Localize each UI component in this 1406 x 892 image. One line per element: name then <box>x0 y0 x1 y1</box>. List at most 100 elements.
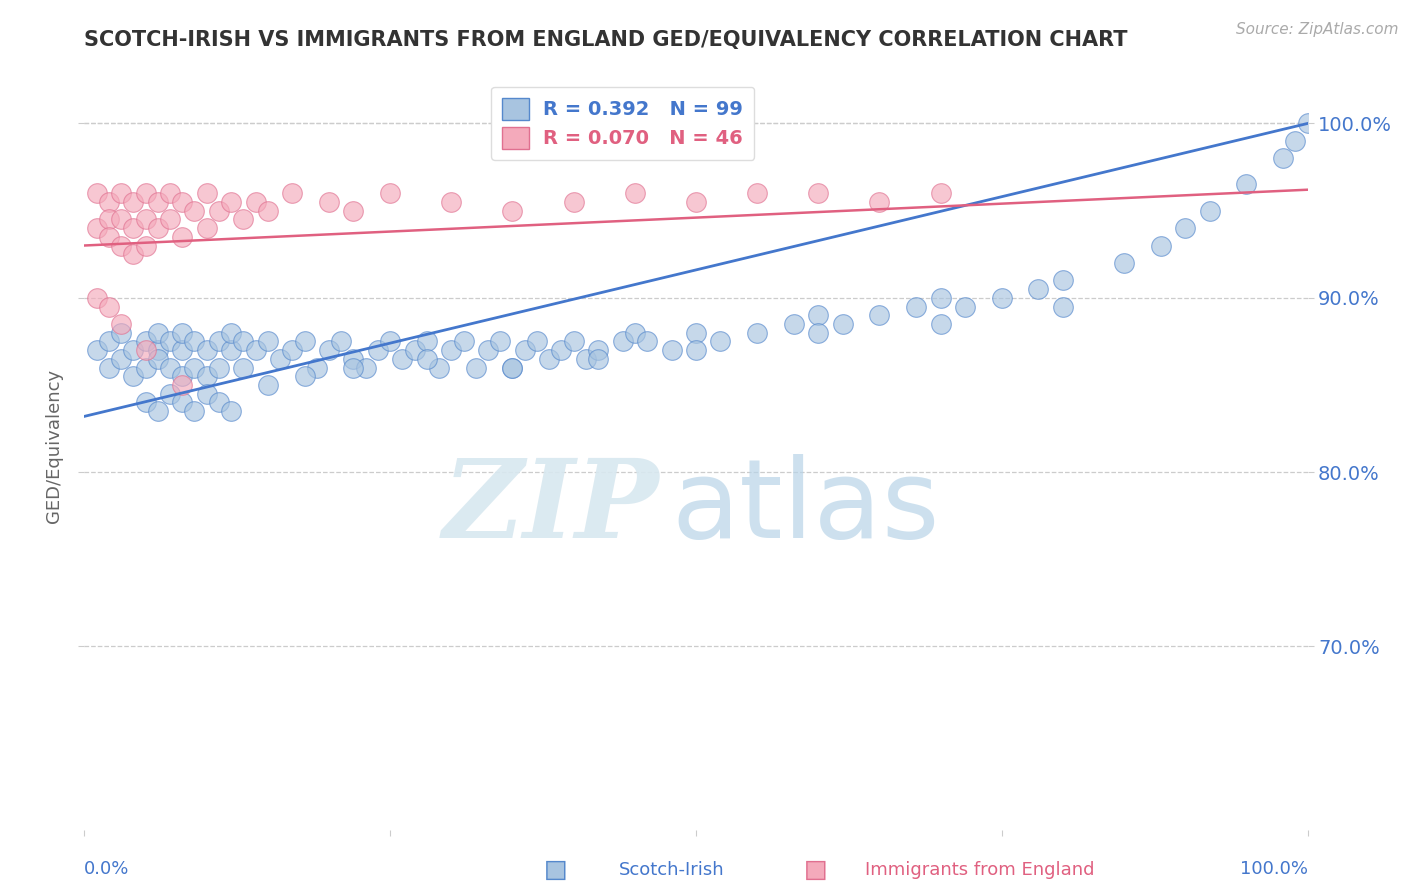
Point <box>195 186 218 201</box>
Point <box>807 308 830 322</box>
Point <box>1236 178 1258 192</box>
Point <box>122 247 145 261</box>
Point <box>219 194 242 209</box>
Point <box>562 334 585 349</box>
Point <box>502 360 524 375</box>
Point <box>562 194 585 209</box>
Point <box>269 351 291 366</box>
Point <box>159 334 181 349</box>
Legend: R = 0.392   N = 99, R = 0.070   N = 46: R = 0.392 N = 99, R = 0.070 N = 46 <box>491 87 754 160</box>
Point <box>86 291 108 305</box>
Point <box>502 203 524 218</box>
Point <box>110 351 132 366</box>
Point <box>183 404 205 418</box>
Point <box>208 203 231 218</box>
Point <box>219 404 242 418</box>
Text: ■: ■ <box>804 858 827 881</box>
Point <box>232 212 254 227</box>
Point <box>135 334 157 349</box>
Point <box>953 300 976 314</box>
Point <box>110 238 132 252</box>
Point <box>97 212 120 227</box>
Point <box>146 194 169 209</box>
Point <box>747 326 769 340</box>
Point <box>97 229 120 244</box>
Point <box>318 343 340 357</box>
Point <box>183 203 205 218</box>
Point <box>342 360 364 375</box>
Point <box>586 343 609 357</box>
Point <box>281 186 304 201</box>
Point <box>146 221 169 235</box>
Point <box>624 326 647 340</box>
Point <box>110 212 132 227</box>
Point <box>367 343 389 357</box>
Point <box>159 386 181 401</box>
Point <box>612 334 634 349</box>
Point <box>97 334 120 349</box>
Point <box>427 360 450 375</box>
Point <box>440 194 463 209</box>
Point <box>477 343 499 357</box>
Point <box>122 194 145 209</box>
Text: □: □ <box>544 858 567 881</box>
Point <box>1296 116 1319 130</box>
Point <box>1272 151 1295 165</box>
Point <box>502 360 524 375</box>
Point <box>97 194 120 209</box>
Point <box>685 194 707 209</box>
Point <box>219 343 242 357</box>
Point <box>489 334 512 349</box>
Point <box>330 334 353 349</box>
Point <box>318 194 340 209</box>
Point <box>513 343 536 357</box>
Point <box>135 212 157 227</box>
Point <box>232 360 254 375</box>
Text: Immigrants from England: Immigrants from England <box>865 861 1094 879</box>
Point <box>294 369 316 384</box>
Point <box>110 326 132 340</box>
Point <box>929 317 952 331</box>
Point <box>122 221 145 235</box>
Point <box>416 334 439 349</box>
Point <box>294 334 316 349</box>
Point <box>172 378 194 392</box>
Point <box>183 360 205 375</box>
Point <box>146 351 169 366</box>
Point <box>391 351 413 366</box>
Point <box>159 186 181 201</box>
Point <box>354 360 377 375</box>
Point <box>172 194 194 209</box>
Point <box>257 334 280 349</box>
Point <box>905 300 928 314</box>
Point <box>305 360 328 375</box>
Text: 100.0%: 100.0% <box>1240 860 1308 879</box>
Y-axis label: GED/Equivalency: GED/Equivalency <box>45 369 63 523</box>
Point <box>195 369 218 384</box>
Text: 0.0%: 0.0% <box>84 860 129 879</box>
Point <box>636 334 658 349</box>
Point <box>440 343 463 357</box>
Point <box>146 343 169 357</box>
Point <box>172 343 194 357</box>
Point <box>342 203 364 218</box>
Point <box>172 395 194 409</box>
Text: SCOTCH-IRISH VS IMMIGRANTS FROM ENGLAND GED/EQUIVALENCY CORRELATION CHART: SCOTCH-IRISH VS IMMIGRANTS FROM ENGLAND … <box>84 29 1128 50</box>
Point <box>97 300 120 314</box>
Point <box>208 360 231 375</box>
Point <box>86 221 108 235</box>
Point <box>869 194 891 209</box>
Text: ZIP: ZIP <box>443 454 659 561</box>
Point <box>929 291 952 305</box>
Point <box>97 360 120 375</box>
Point <box>135 343 157 357</box>
Point <box>135 238 157 252</box>
Point <box>709 334 731 349</box>
Point <box>86 186 108 201</box>
Point <box>783 317 806 331</box>
Text: ■: ■ <box>544 858 567 881</box>
Point <box>550 343 572 357</box>
Text: atlas: atlas <box>672 454 941 561</box>
Point <box>257 203 280 218</box>
Point <box>685 343 707 357</box>
